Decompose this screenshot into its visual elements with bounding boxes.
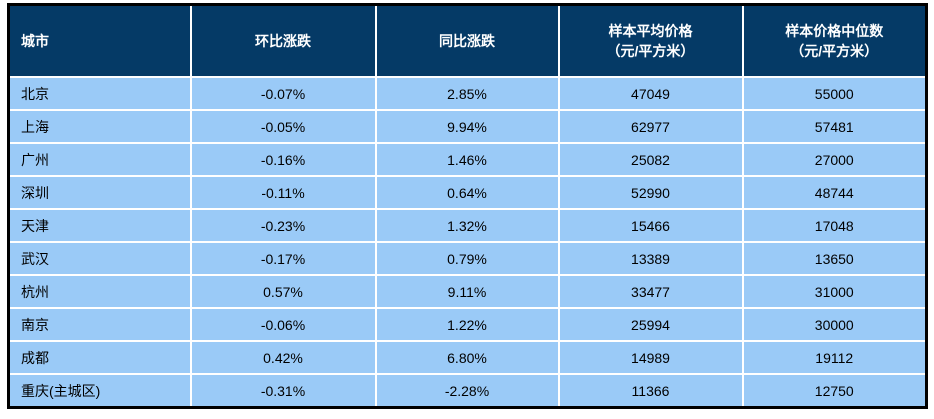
cell-city: 上海 xyxy=(7,109,192,144)
table-row: 广州 -0.16% 1.46% 25082 27000 xyxy=(7,142,928,177)
cell-avg: 47049 xyxy=(557,76,744,111)
cell-yoy: 1.22% xyxy=(374,307,560,342)
cell-median: 12750 xyxy=(741,373,928,409)
table-row: 深圳 -0.11% 0.64% 52990 48744 xyxy=(7,175,928,210)
column-header-median: 样本价格中位数 （元/平方米） xyxy=(741,3,928,78)
cell-mom: 0.57% xyxy=(189,274,377,309)
column-header-label: 环比涨跌 xyxy=(255,32,311,49)
column-header-unit: （元/平方米） xyxy=(790,43,879,59)
cell-yoy: 9.94% xyxy=(374,109,560,144)
cell-mom: -0.05% xyxy=(189,109,377,144)
city-price-table: 城市 环比涨跌 同比涨跌 样本平均价格 （元/平方米） 样本价格中位数 （元/平方米） 北京… xyxy=(7,3,928,409)
table-body: 北京 -0.07% 2.85% 47049 55000 上海 -0.05% 9.94% 6297… xyxy=(7,76,928,409)
cell-avg: 52990 xyxy=(557,175,744,210)
cell-mom: -0.06% xyxy=(189,307,377,342)
cell-avg: 62977 xyxy=(557,109,744,144)
cell-avg: 33477 xyxy=(557,274,744,309)
cell-median: 17048 xyxy=(741,208,928,243)
column-header-yoy: 同比涨跌 xyxy=(374,3,560,78)
cell-yoy: 0.64% xyxy=(374,175,560,210)
cell-yoy: 1.46% xyxy=(374,142,560,177)
cell-avg: 15466 xyxy=(557,208,744,243)
column-header-label: 城市 xyxy=(21,32,49,49)
table-row: 杭州 0.57% 9.11% 33477 31000 xyxy=(7,274,928,309)
column-header-label: 样本平均价格 xyxy=(608,22,693,39)
cell-mom: -0.23% xyxy=(189,208,377,243)
cell-city: 武汉 xyxy=(7,241,192,276)
cell-mom: -0.16% xyxy=(189,142,377,177)
table-row: 北京 -0.07% 2.85% 47049 55000 xyxy=(7,76,928,111)
cell-mom: -0.07% xyxy=(189,76,377,111)
column-header-unit: （元/平方米） xyxy=(606,43,695,59)
cell-avg: 25994 xyxy=(557,307,744,342)
cell-median: 55000 xyxy=(741,76,928,111)
table-header: 城市 环比涨跌 同比涨跌 样本平均价格 （元/平方米） 样本价格中位数 （元/平方米） xyxy=(7,3,928,78)
cell-yoy: 1.32% xyxy=(374,208,560,243)
table-row: 重庆(主城区) -0.31% -2.28% 11366 12750 xyxy=(7,373,928,409)
cell-median: 31000 xyxy=(741,274,928,309)
cell-city: 成都 xyxy=(7,340,192,375)
cell-mom: -0.17% xyxy=(189,241,377,276)
cell-city: 广州 xyxy=(7,142,192,177)
cell-yoy: 0.79% xyxy=(374,241,560,276)
cell-median: 27000 xyxy=(741,142,928,177)
cell-median: 19112 xyxy=(741,340,928,375)
column-header-label: 同比涨跌 xyxy=(439,32,495,49)
header-row: 城市 环比涨跌 同比涨跌 样本平均价格 （元/平方米） 样本价格中位数 （元/平方米） xyxy=(7,3,928,78)
cell-mom: -0.31% xyxy=(189,373,377,409)
cell-avg: 11366 xyxy=(557,373,744,409)
cell-avg: 13389 xyxy=(557,241,744,276)
cell-median: 30000 xyxy=(741,307,928,342)
cell-median: 13650 xyxy=(741,241,928,276)
table-row: 南京 -0.06% 1.22% 25994 30000 xyxy=(7,307,928,342)
cell-yoy: 9.11% xyxy=(374,274,560,309)
cell-city: 杭州 xyxy=(7,274,192,309)
column-header-mom: 环比涨跌 xyxy=(189,3,377,78)
city-price-table-container: 城市 环比涨跌 同比涨跌 样本平均价格 （元/平方米） 样本价格中位数 （元/平方米） 北京… xyxy=(7,3,928,409)
cell-avg: 14989 xyxy=(557,340,744,375)
table-row: 武汉 -0.17% 0.79% 13389 13650 xyxy=(7,241,928,276)
table-row: 成都 0.42% 6.80% 14989 19112 xyxy=(7,340,928,375)
cell-yoy: -2.28% xyxy=(374,373,560,409)
cell-city: 深圳 xyxy=(7,175,192,210)
cell-mom: -0.11% xyxy=(189,175,377,210)
cell-median: 57481 xyxy=(741,109,928,144)
column-header-avg: 样本平均价格 （元/平方米） xyxy=(557,3,744,78)
cell-city: 天津 xyxy=(7,208,192,243)
cell-avg: 25082 xyxy=(557,142,744,177)
cell-mom: 0.42% xyxy=(189,340,377,375)
cell-median: 48744 xyxy=(741,175,928,210)
cell-city: 南京 xyxy=(7,307,192,342)
table-row: 上海 -0.05% 9.94% 62977 57481 xyxy=(7,109,928,144)
cell-city: 重庆(主城区) xyxy=(7,373,192,409)
cell-yoy: 6.80% xyxy=(374,340,560,375)
column-header-label: 样本价格中位数 xyxy=(785,22,884,39)
column-header-city: 城市 xyxy=(7,3,192,78)
cell-yoy: 2.85% xyxy=(374,76,560,111)
cell-city: 北京 xyxy=(7,76,192,111)
table-row: 天津 -0.23% 1.32% 15466 17048 xyxy=(7,208,928,243)
